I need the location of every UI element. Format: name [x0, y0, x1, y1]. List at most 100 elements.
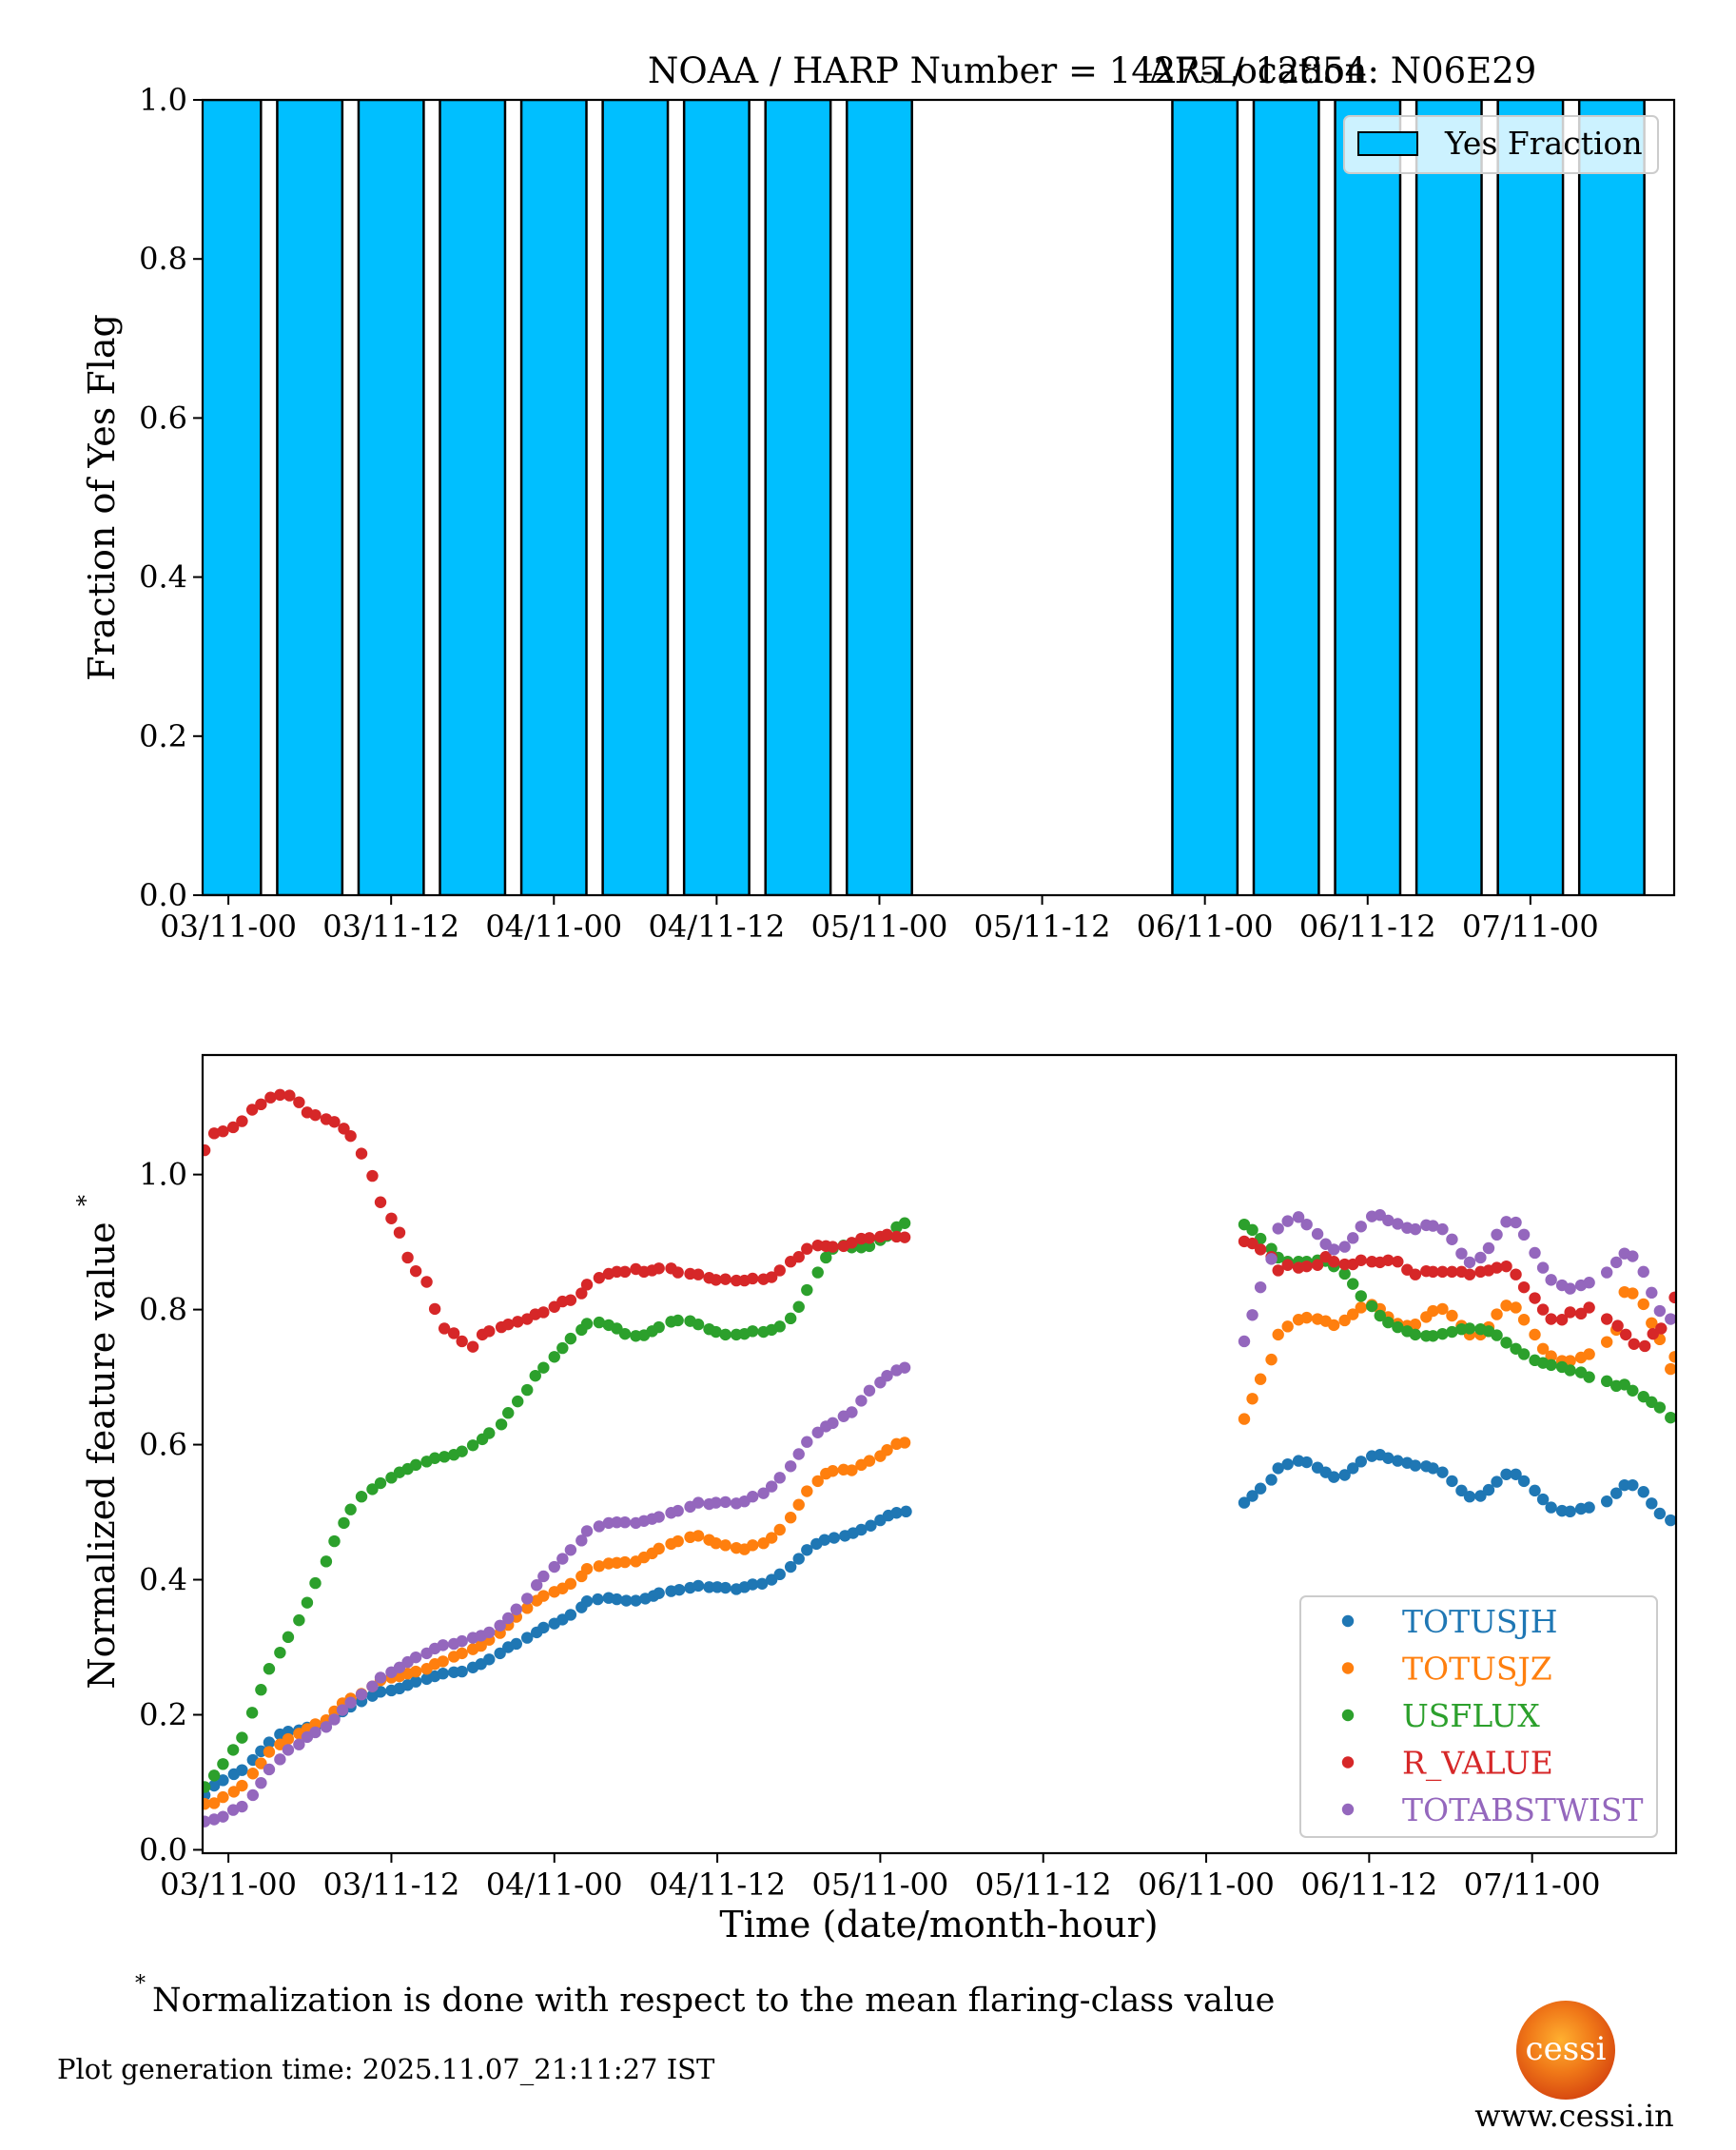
- data-point: [466, 1439, 479, 1452]
- data-point: [1517, 1475, 1531, 1488]
- top-y-tick-label: 0.6: [139, 400, 187, 436]
- data-point: [409, 1675, 422, 1688]
- data-point: [1281, 1215, 1294, 1227]
- data-point: [1246, 1237, 1258, 1250]
- data-point: [580, 1595, 594, 1608]
- data-point: [282, 1732, 295, 1746]
- data-point: [1300, 1218, 1313, 1231]
- data-point: [494, 1619, 506, 1632]
- data-point: [1328, 1243, 1340, 1256]
- data-point: [827, 1465, 839, 1477]
- data-point: [820, 1251, 832, 1264]
- data-point: [1338, 1469, 1351, 1481]
- data-point: [338, 1123, 350, 1135]
- data-point: [1392, 1256, 1404, 1268]
- legend-label: USFLUX: [1402, 1697, 1540, 1734]
- data-point: [1646, 1497, 1658, 1510]
- data-point: [719, 1539, 731, 1552]
- data-point: [580, 1279, 594, 1291]
- data-point: [1281, 1259, 1294, 1271]
- data-point: [320, 1721, 333, 1733]
- data-point: [255, 1776, 267, 1789]
- data-point: [1246, 1223, 1258, 1237]
- data-point: [217, 1790, 229, 1804]
- data-point: [1627, 1250, 1639, 1262]
- data-point: [521, 1383, 534, 1397]
- data-point: [309, 1718, 322, 1730]
- data-point: [502, 1407, 515, 1419]
- data-point: [227, 1786, 241, 1798]
- bar: [1577, 100, 1646, 895]
- data-point: [1668, 1291, 1676, 1304]
- data-point: [246, 1768, 260, 1780]
- data-point: [801, 1544, 813, 1556]
- legend-marker: [1341, 1614, 1355, 1628]
- plot-generation-time: Plot generation time: 2025.11.07_21:11:2…: [57, 2053, 715, 2086]
- data-point: [773, 1568, 786, 1581]
- data-point: [1491, 1261, 1503, 1274]
- data-point: [611, 1515, 623, 1529]
- data-point: [521, 1632, 534, 1644]
- bottom-y-tick-label: 1.0: [139, 1157, 187, 1193]
- legend-label-yes-fraction: Yes Fraction: [1444, 125, 1643, 162]
- data-point: [1564, 1364, 1576, 1377]
- data-point: [1328, 1256, 1340, 1268]
- data-point: [1510, 1301, 1522, 1314]
- data-point: [374, 1476, 387, 1490]
- data-point: [1510, 1268, 1522, 1280]
- data-point: [510, 1637, 522, 1651]
- legend-label: R_VALUE: [1402, 1745, 1553, 1783]
- data-point: [710, 1274, 722, 1286]
- legend-marker: [1341, 1803, 1355, 1816]
- data-point: [512, 1316, 524, 1328]
- top-x-tick-label: 04/11-12: [649, 909, 786, 945]
- legend-marker: [1341, 1709, 1355, 1722]
- data-point: [537, 1570, 550, 1583]
- data-point: [1545, 1274, 1557, 1286]
- data-point: [438, 1322, 451, 1335]
- bottom-y-tick-label: 0.0: [139, 1831, 187, 1867]
- data-point: [827, 1241, 839, 1253]
- data-point: [746, 1325, 759, 1338]
- data-point: [1311, 1259, 1324, 1271]
- data-point: [618, 1265, 632, 1279]
- data-point: [282, 1744, 295, 1756]
- data-point: [1446, 1309, 1458, 1322]
- data-point: [409, 1651, 422, 1664]
- data-point: [483, 1427, 496, 1439]
- top-legend: Yes Fraction: [1343, 115, 1659, 174]
- data-point: [672, 1266, 684, 1279]
- data-point: [653, 1587, 665, 1599]
- legend-label: TOTUSJH: [1402, 1603, 1558, 1640]
- data-point: [1653, 1401, 1667, 1414]
- data-point: [719, 1273, 731, 1285]
- data-point: [344, 1503, 357, 1515]
- series-r-value: [203, 1088, 1676, 1353]
- data-point: [1564, 1505, 1576, 1518]
- data-point: [531, 1579, 543, 1592]
- data-point: [811, 1475, 824, 1488]
- bottom-y-tick-label: 0.8: [139, 1292, 187, 1328]
- data-point: [420, 1276, 433, 1288]
- bar: [682, 100, 751, 895]
- data-point: [1382, 1214, 1395, 1227]
- data-point: [773, 1320, 786, 1333]
- data-point: [456, 1634, 468, 1648]
- data-point: [217, 1774, 229, 1787]
- data-point: [374, 1196, 387, 1208]
- data-point: [1463, 1491, 1476, 1503]
- data-point: [757, 1487, 770, 1499]
- data-point: [898, 1217, 911, 1229]
- data-point: [274, 1646, 286, 1659]
- website-link[interactable]: www.cessi.in: [1474, 2098, 1674, 2134]
- data-point: [1446, 1475, 1458, 1488]
- data-point: [236, 1800, 248, 1813]
- data-point: [1409, 1319, 1422, 1331]
- data-point: [580, 1318, 594, 1330]
- bar: [1496, 100, 1565, 895]
- data-point: [846, 1406, 858, 1418]
- data-point: [255, 1684, 267, 1696]
- data-point: [1300, 1311, 1313, 1324]
- data-point: [1609, 1256, 1623, 1269]
